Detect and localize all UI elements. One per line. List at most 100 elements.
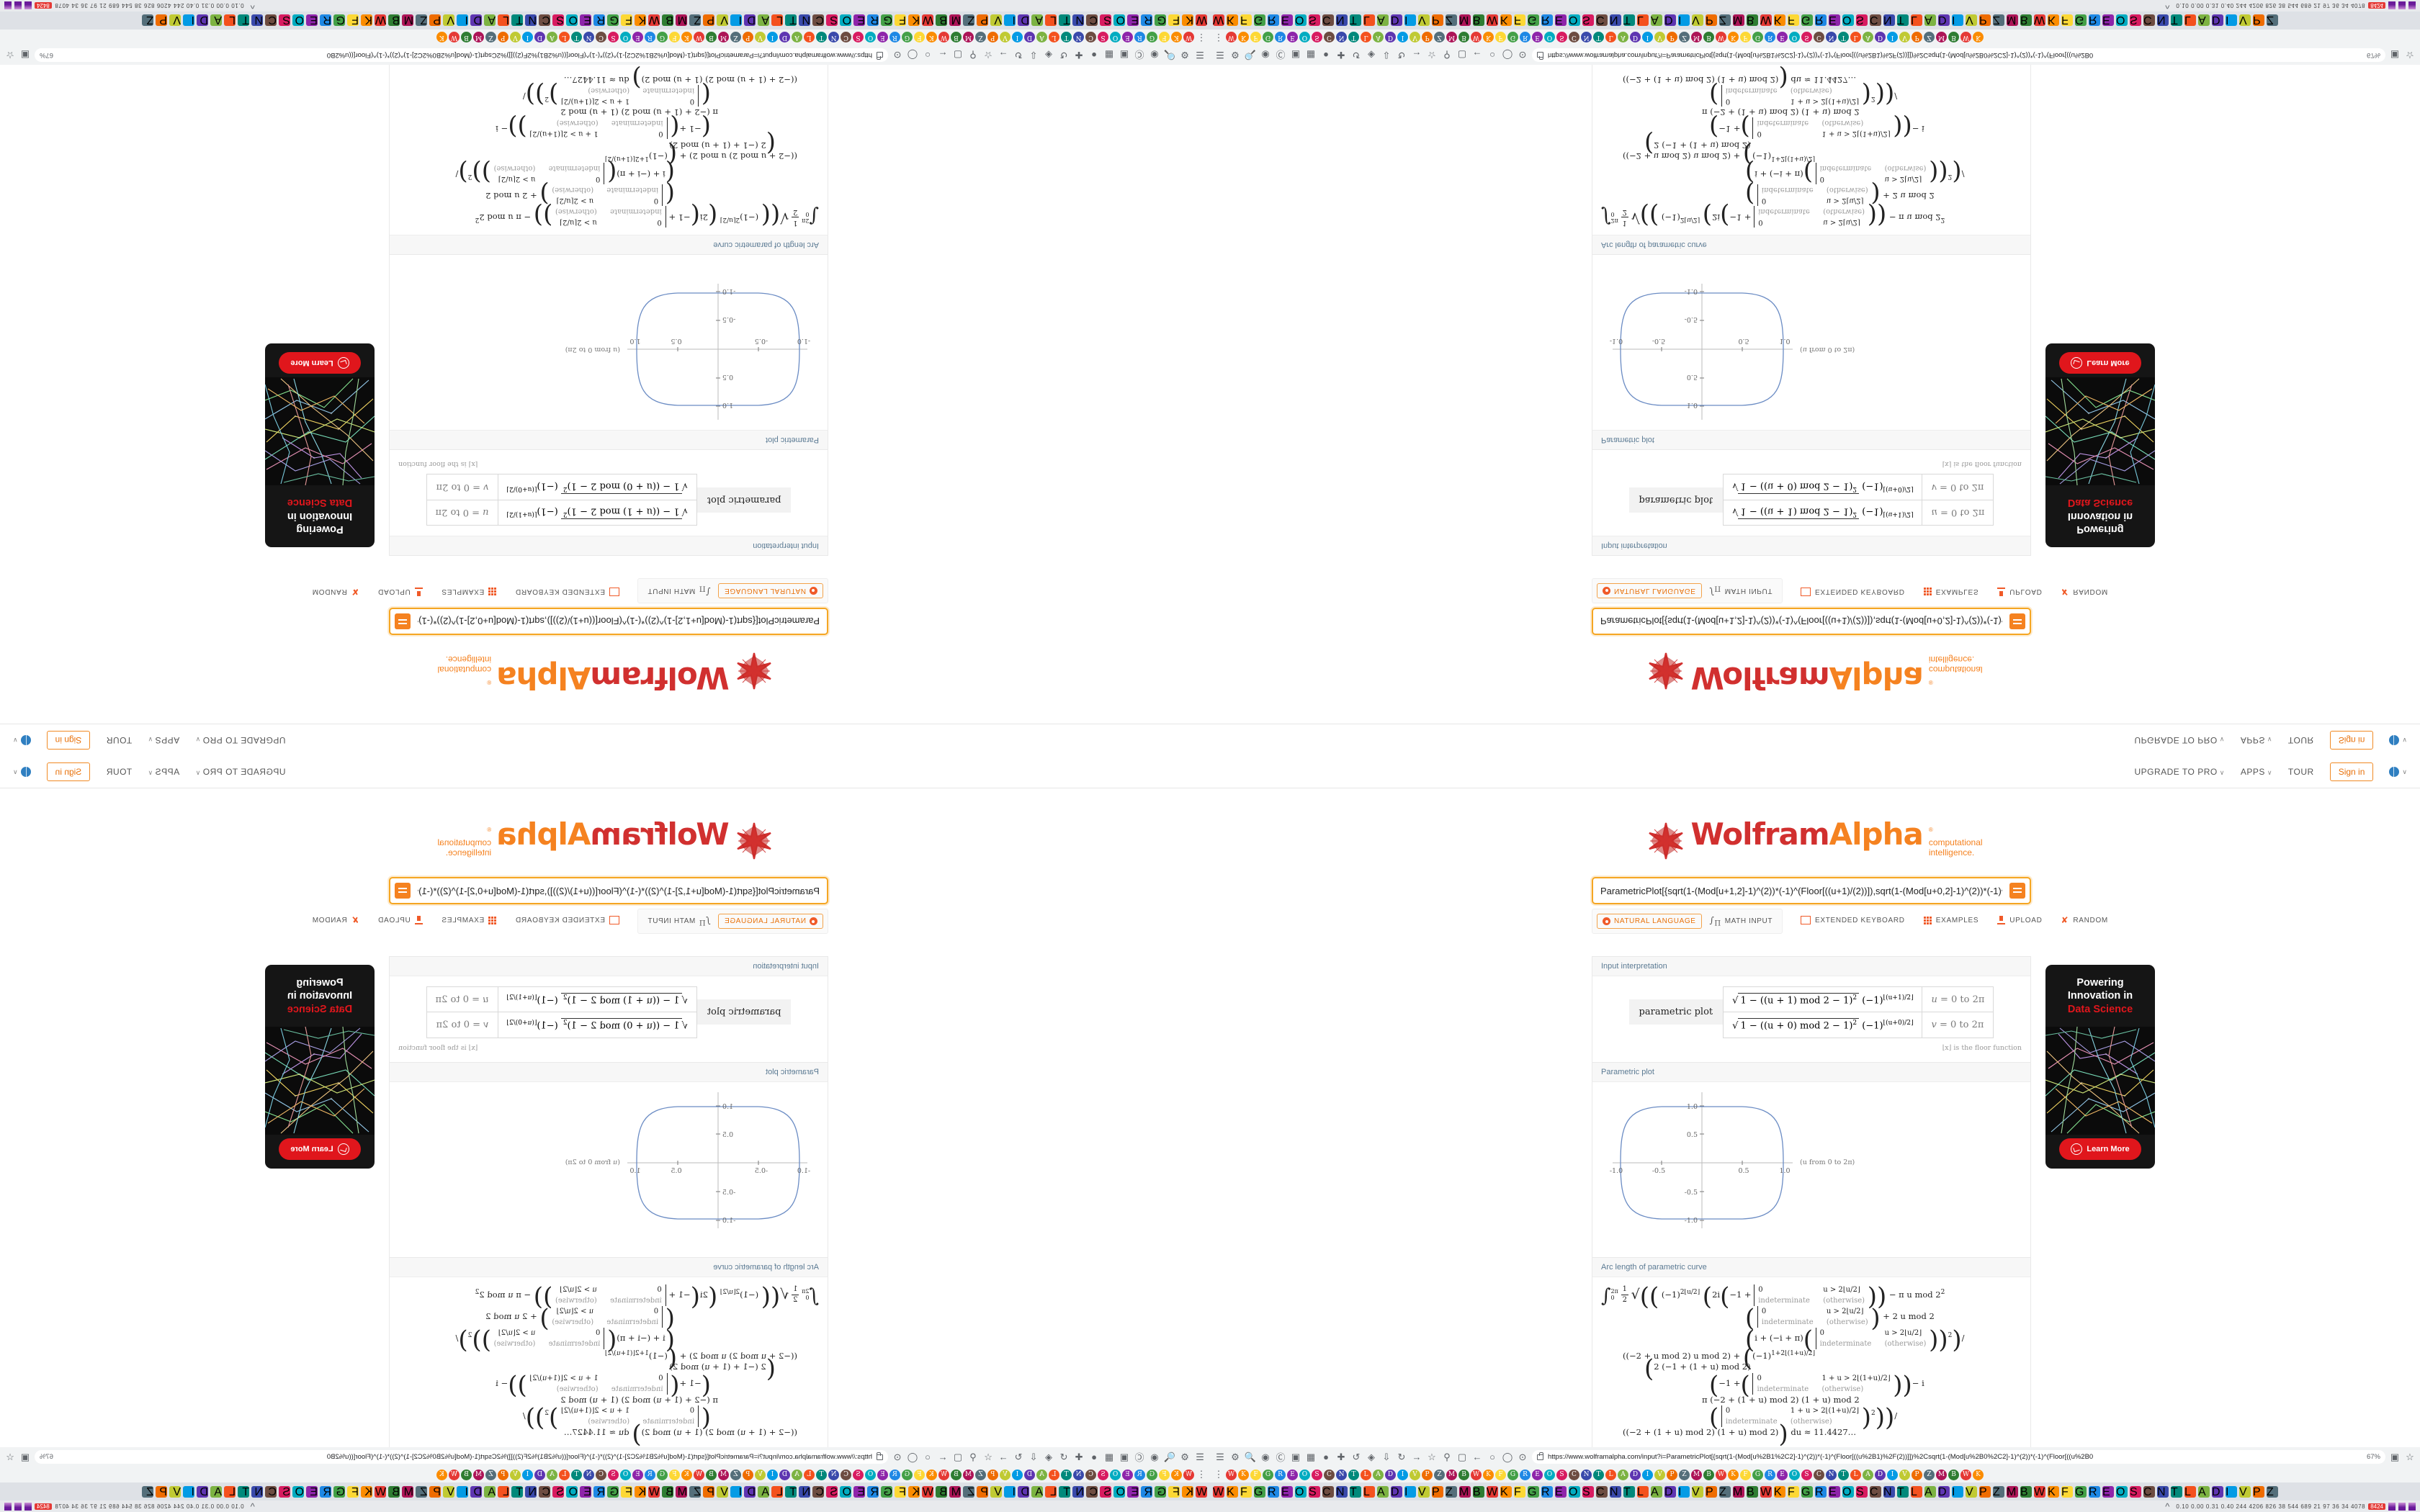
favicon[interactable]: Z [485,1469,496,1480]
favicon[interactable]: S [1856,14,1868,27]
favicon[interactable]: P [1422,32,1433,43]
profile-icon[interactable]: ⚲ [969,50,977,61]
favicon[interactable]: B [1458,1469,1469,1480]
favicon[interactable]: P [498,32,508,43]
favicon[interactable]: R [1141,14,1152,27]
favicon[interactable]: C [265,1485,277,1498]
favicon[interactable]: L [1363,14,1375,27]
puzzle-piece-icon[interactable]: ▢ [1457,1451,1467,1462]
language-selector[interactable]: ∨ [2389,767,2407,777]
favicon[interactable]: L [1850,32,1861,43]
favicon[interactable]: A [1651,1485,1662,1498]
favicon[interactable]: O [1544,1469,1555,1480]
favicon[interactable]: V [1410,32,1420,43]
refresh-ext-icon[interactable]: ↺ [1352,50,1361,61]
favicon[interactable]: A [1031,14,1043,27]
favicon[interactable]: P [2253,14,2264,27]
tool-upload[interactable]: UPLOAD [1997,916,2042,924]
favicon[interactable]: W [375,14,386,27]
bookmark-star-icon[interactable]: ☆ [6,1451,14,1462]
favicon[interactable]: O [2116,14,2128,27]
favicon[interactable]: G [1263,1469,1273,1480]
favicon[interactable]: L [1911,14,1922,27]
favicon[interactable]: Z [963,14,974,27]
search-icon[interactable]: 🔍 [1244,50,1257,61]
favicon[interactable]: F [1740,32,1751,43]
sidebar-ad[interactable]: Powering Innovation in Data Science [265,343,375,547]
color-picker-icon[interactable]: ● [1091,50,1097,60]
favicon[interactable]: S [853,1469,864,1480]
favicon[interactable]: D [1875,1469,1886,1480]
favicon[interactable]: T [785,14,797,27]
favicon[interactable]: B [951,1469,962,1480]
palette-icon[interactable]: ◈ [1368,50,1375,61]
equals-submit-button[interactable] [395,613,411,629]
extension-icon[interactable]: ◉ [1261,50,1270,61]
favicon[interactable]: V [1899,32,1910,43]
favicon[interactable]: N [799,1485,810,1498]
favicon[interactable]: P [1979,14,1991,27]
favicon[interactable]: L [498,1485,509,1498]
favicon[interactable]: C [596,32,606,43]
favicon[interactable]: I [730,1485,742,1498]
favicon[interactable]: G [333,14,345,27]
favicon[interactable]: V [1418,14,1430,27]
favicon[interactable]: S [1801,1469,1812,1480]
gear-icon[interactable]: ⚙ [1231,1451,1240,1462]
home-icon[interactable]: ○ [1489,50,1495,60]
favicon[interactable]: N [583,32,594,43]
home-icon[interactable]: ○ [1489,1452,1495,1462]
favicon[interactable]: E [1281,1485,1293,1498]
tool-extended-keyboard[interactable]: EXTENDED KEYBOARD [515,588,619,596]
favicon[interactable]: I [2226,1485,2237,1498]
favicon[interactable]: K [1171,32,1182,43]
favicon[interactable]: S [279,1485,290,1498]
favicon[interactable]: I [767,1469,778,1480]
favicon[interactable]: I [767,32,778,43]
favicon[interactable]: F [2061,14,2073,27]
favicon[interactable]: A [1036,1469,1047,1480]
favicon[interactable]: K [1483,1469,1494,1480]
favicon[interactable]: D [1385,32,1396,43]
favicon[interactable]: E [632,32,643,43]
favicon[interactable]: K [436,32,447,43]
favicon[interactable]: C [1324,32,1335,43]
favicon[interactable]: N [828,32,839,43]
wolfram-logo[interactable]: WolframAlpha ® computational intelligenc… [1210,819,2420,860]
reader-mode-icon[interactable]: ▣ [20,1451,30,1462]
favicon[interactable]: V [169,1485,181,1498]
favicon[interactable]: S [1312,32,1322,43]
favicon[interactable]: F [1168,14,1180,27]
tool-extended-keyboard[interactable]: EXTENDED KEYBOARD [1801,588,1905,596]
favicon[interactable]: G [1155,14,1166,27]
favicon[interactable]: W [1716,32,1726,43]
favicon[interactable]: N [1826,32,1837,43]
favicon[interactable]: N [2157,14,2169,27]
favicon[interactable]: C [841,1469,851,1480]
favicon[interactable]: A [1036,32,1047,43]
favicon[interactable]: M [1459,14,1471,27]
favicon[interactable]: O [1113,14,1125,27]
favicon[interactable]: A [547,32,557,43]
favicon[interactable]: R [1765,32,1775,43]
favicon[interactable]: O [1113,1485,1125,1498]
favicon[interactable]: E [580,14,591,27]
favicon[interactable]: A [1618,1469,1628,1480]
reload-icon[interactable]: ↻ [1397,50,1406,61]
favicon[interactable]: D [2212,14,2223,27]
translate-icon[interactable]: Ⓒ [1276,49,1286,60]
download-icon[interactable]: ⇩ [1382,1451,1391,1462]
favicon[interactable]: B [1703,32,1714,43]
address-bar[interactable]: https://www.wolframalpha.com/input?i=Par… [1532,1450,2385,1464]
ruler-icon[interactable]: ▦ [1306,50,1316,61]
search-icon[interactable]: 🔍 [1163,50,1176,61]
favicon[interactable]: R [2089,1485,2100,1498]
profile-icon[interactable]: ⚲ [1443,1451,1451,1462]
favicon[interactable]: K [681,1469,692,1480]
favicon[interactable]: F [1168,1485,1180,1498]
favicon[interactable]: E [877,32,888,43]
favicon[interactable]: T [1897,1485,1909,1498]
favicon[interactable]: G [1155,1485,1166,1498]
favicon[interactable]: A [2198,14,2210,27]
download-icon[interactable]: ⇩ [1029,1451,1038,1462]
